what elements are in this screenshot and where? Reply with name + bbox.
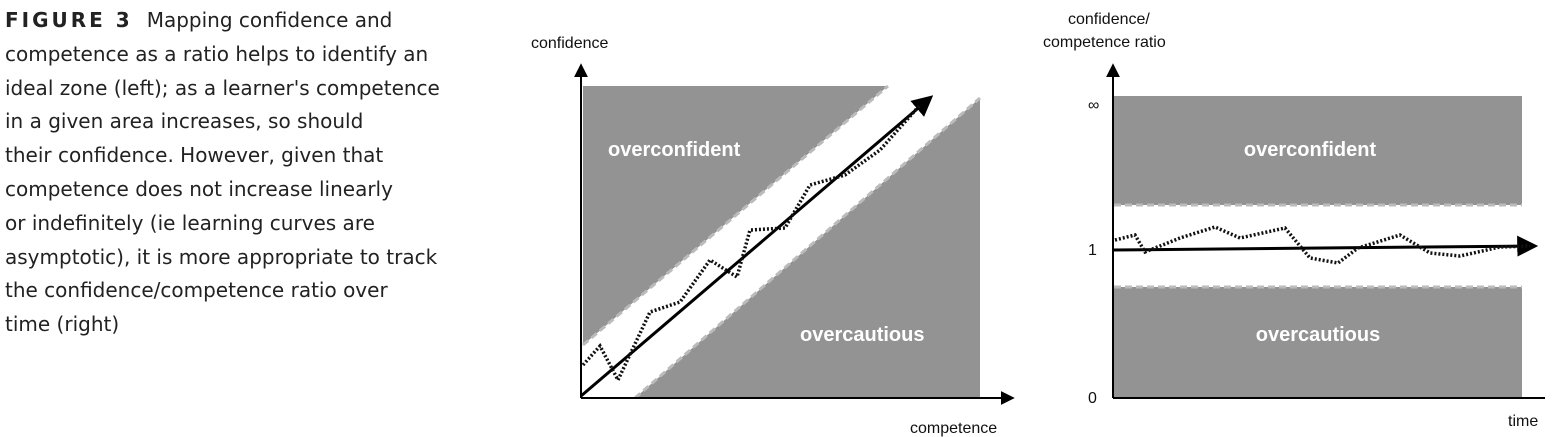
ideal-line (1112, 235, 1539, 257)
learner-path (581, 103, 922, 384)
caption-line: in a given area increases, so should (5, 109, 364, 134)
lower-zone (1114, 287, 1522, 398)
caption-label: FIGURE 3 (5, 8, 133, 32)
caption-line: time (right) (5, 312, 120, 337)
zone-label: overconfident (608, 139, 741, 161)
caption-line: competence as a ratio helps to identify … (5, 41, 429, 66)
ideal-line (580, 95, 934, 398)
caption-line: asymptotic), it is more appropriate to t… (5, 244, 438, 269)
upper-zone (1114, 96, 1522, 205)
caption-line: their confidence. However, given that (5, 143, 384, 168)
y-axis-label: confidence/ (1068, 11, 1150, 28)
y-axis-label: confidence (531, 35, 608, 52)
caption-line: the confidence/competence ratio over (5, 278, 388, 303)
y-axis-label: competence ratio (1043, 34, 1166, 51)
y-tick-label: ∞ (1088, 97, 1099, 114)
y-tick-label: 1 (1088, 242, 1097, 259)
caption: FIGURE 3 Mapping confidence and competenc… (5, 4, 485, 342)
boundary (582, 84, 889, 347)
x-axis-label: competence (910, 420, 997, 437)
learner-path (1114, 225, 1531, 265)
caption-line: competence does not increase linearly (5, 176, 393, 201)
caption-line: ideal zone (left); as a learner's compet… (5, 75, 440, 100)
boundary (634, 96, 981, 400)
zone-label: overcautious (800, 324, 924, 346)
y-tick-label: 0 (1088, 390, 1097, 407)
x-axis-label: time (1508, 413, 1538, 430)
right-diagram: confidence/ competence ratio time ∞ 1 0 … (1043, 11, 1545, 430)
caption-line: Mapping confidence and (146, 8, 393, 32)
zone-label: overcautious (1256, 324, 1380, 346)
zone-label: overconfident (1244, 139, 1377, 161)
caption-line: or indefinitely (ie learning curves are (5, 210, 375, 235)
left-diagram: confidence competence overconfident over… (531, 35, 1015, 437)
